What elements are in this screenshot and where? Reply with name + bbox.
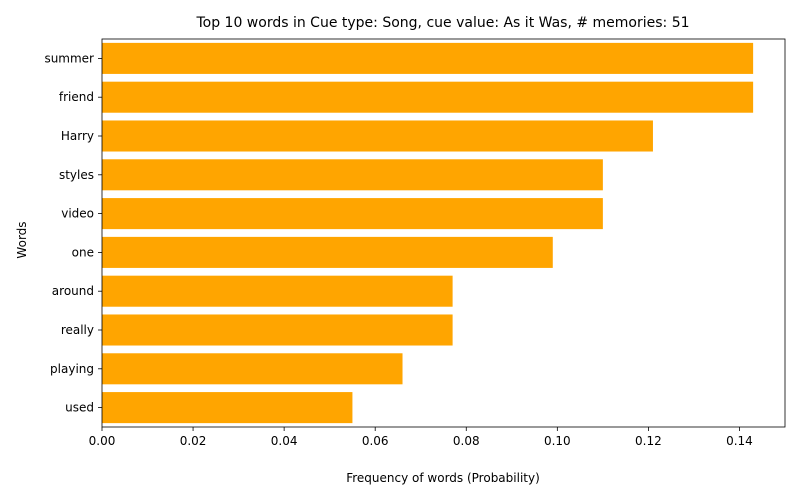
plot-frame: [101, 38, 786, 428]
y-tick-label: styles: [59, 168, 94, 182]
bars-layer: [102, 42, 754, 424]
y-axis-label: Words: [15, 221, 29, 258]
x-tick-label: 0.00: [89, 434, 116, 448]
x-tick-label: 0.08: [453, 434, 480, 448]
chart-title: Top 10 words in Cue type: Song, cue valu…: [195, 15, 689, 31]
y-tick-label: playing: [50, 362, 94, 376]
x-tick-label: 0.12: [635, 434, 662, 448]
x-tick-label: 0.02: [180, 434, 207, 448]
bar-playing: [102, 353, 403, 385]
y-tick-label: really: [61, 323, 94, 337]
x-tick-label: 0.14: [726, 434, 753, 448]
bar-really: [102, 314, 453, 346]
x-tick-label: 0.04: [271, 434, 298, 448]
x-tick-label: 0.10: [544, 434, 571, 448]
y-tick-label: one: [72, 245, 94, 259]
bar-around: [102, 275, 453, 307]
bar-summer: [102, 42, 754, 74]
bar-used: [102, 392, 353, 424]
bar-video: [102, 198, 603, 230]
y-tick-label: friend: [59, 90, 94, 104]
bar-styles: [102, 159, 603, 191]
y-tick-label: video: [61, 207, 94, 221]
y-tick-label: around: [52, 284, 94, 298]
y-tick-label: summer: [44, 51, 94, 65]
x-tick-label: 0.06: [362, 434, 389, 448]
axes-layer: summer friend Harry styles video one around rea…: [44, 38, 786, 448]
bar-friend: [102, 81, 754, 113]
y-tick-label: Harry: [61, 129, 94, 143]
bar-one: [102, 236, 553, 268]
bar-Harry: [102, 120, 653, 152]
y-tick-label: used: [65, 401, 94, 415]
x-axis-label: Frequency of words (Probability): [346, 471, 540, 485]
